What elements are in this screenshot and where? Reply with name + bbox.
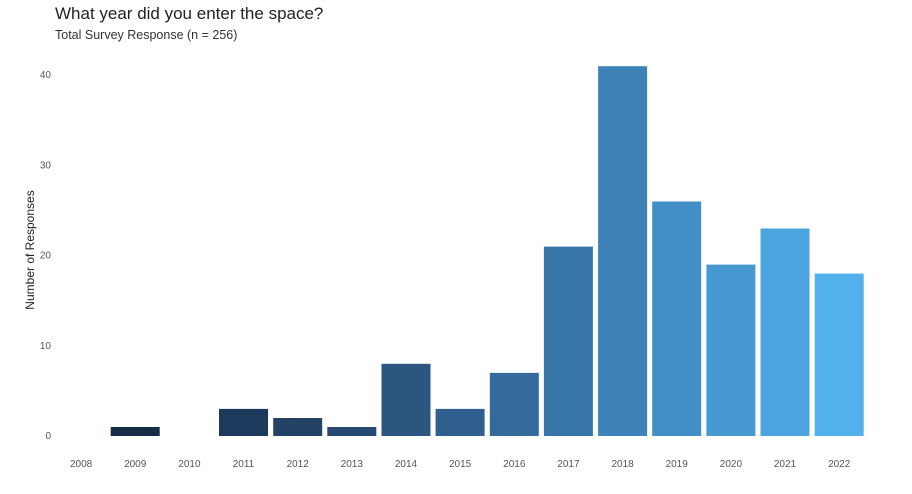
x-tick-label: 2016 [503, 459, 526, 470]
y-axis-ticks: 0 10 20 30 40 [40, 70, 52, 442]
x-tick-label: 2017 [557, 459, 580, 470]
y-axis-label: Number of Responses [23, 190, 37, 309]
bar-2012 [273, 418, 323, 436]
y-tick-label: 40 [40, 70, 52, 81]
bar-2022 [814, 273, 864, 436]
y-tick-label: 0 [45, 431, 51, 442]
x-tick-label: 2013 [341, 459, 364, 470]
bar-2009 [110, 427, 160, 436]
x-tick-label: 2015 [449, 459, 472, 470]
bar-2016 [489, 372, 539, 436]
x-tick-label: 2021 [774, 459, 797, 470]
bar-2017 [543, 246, 593, 436]
x-tick-label: 2009 [124, 459, 147, 470]
x-tick-label: 2011 [233, 459, 255, 470]
x-axis-ticks: 2008 2009 2010 2011 2012 2013 2014 2015 2016 2017… [70, 459, 851, 470]
bar-2013 [327, 427, 377, 436]
x-tick-label: 2010 [178, 459, 201, 470]
x-tick-label: 2022 [828, 459, 851, 470]
x-tick-label: 2019 [666, 459, 689, 470]
bar-2015 [435, 408, 485, 436]
chart-title: What year did you enter the space? [55, 4, 324, 23]
y-tick-label: 20 [40, 251, 52, 262]
x-tick-label: 2020 [720, 459, 743, 470]
x-tick-label: 2012 [287, 459, 310, 470]
x-tick-label: 2018 [611, 459, 634, 470]
x-tick-label: 2014 [395, 459, 418, 470]
x-tick-label: 2008 [70, 459, 93, 470]
bar-2020 [706, 264, 756, 436]
bar-2018 [598, 66, 648, 436]
chart-subtitle: Total Survey Response (n = 256) [55, 28, 238, 42]
y-tick-label: 10 [40, 341, 52, 352]
bar-2021 [760, 228, 810, 436]
bar-2011 [219, 408, 268, 436]
bar-2019 [652, 201, 702, 436]
bars [110, 66, 864, 436]
bar-2014 [381, 363, 431, 436]
y-tick-label: 30 [40, 160, 52, 171]
